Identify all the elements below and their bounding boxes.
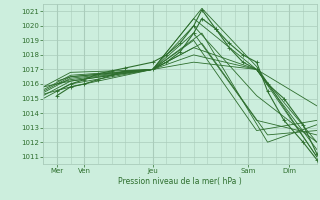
X-axis label: Pression niveau de la mer( hPa ): Pression niveau de la mer( hPa ) <box>118 177 242 186</box>
